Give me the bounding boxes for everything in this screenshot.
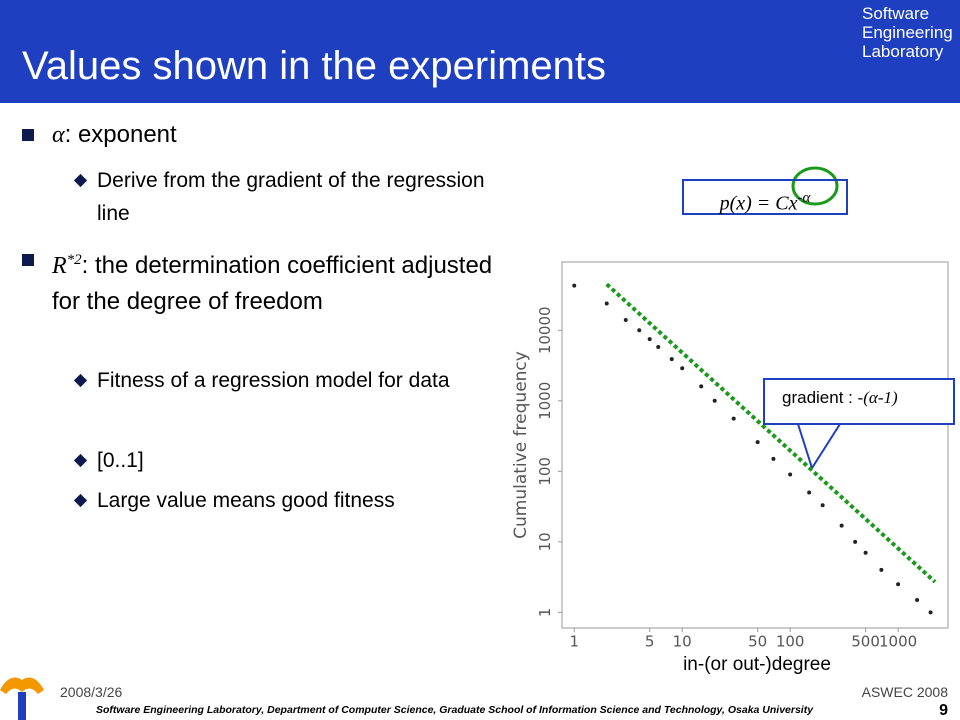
callout-expr: -(α-1) [857, 388, 898, 407]
data-point [680, 366, 685, 371]
x-axis-title: in-(or out-)degree [683, 654, 831, 675]
formula-sup: -α [797, 190, 811, 206]
x-tick-label: 500 [851, 633, 880, 651]
data-point [879, 567, 884, 572]
page-number: 9 [939, 702, 948, 719]
x-tick-label: 100 [776, 633, 805, 651]
logo-line: Software [862, 4, 930, 23]
logo-line: Engineering [862, 23, 953, 42]
header-band [0, 0, 960, 103]
y-tick-label: 10 [536, 532, 554, 551]
logo-text: Software Engineering Laboratory [862, 4, 953, 61]
data-point [788, 472, 793, 477]
data-point [712, 398, 717, 403]
data-point [839, 523, 844, 528]
formula-text: p(x) = Cx [719, 192, 798, 215]
highlight-circle [791, 166, 839, 206]
data-point [669, 357, 674, 362]
x-tick-label: 50 [748, 633, 767, 651]
y-axis-title: Cumulative frequency [511, 351, 531, 539]
data-point [656, 344, 661, 349]
data-point [623, 317, 628, 322]
x-tick-label: 10 [673, 633, 692, 651]
data-point [915, 597, 920, 602]
data-point [572, 283, 577, 288]
y-tick-label: 1 [536, 608, 554, 618]
formula: p(x) = Cx-α [682, 179, 848, 215]
slide-title: Values shown in the experiments [22, 44, 607, 88]
footer-logo [18, 692, 26, 720]
symbol: R [52, 253, 67, 279]
footer-conference: ASWEC 2008 [861, 684, 948, 700]
data-point [863, 550, 868, 555]
y-tick-label: 100 [536, 457, 554, 486]
x-tick-label: 5 [645, 633, 655, 651]
data-point [731, 416, 736, 421]
data-point [807, 490, 812, 495]
data-point [771, 456, 776, 461]
superscript: *2 [66, 252, 82, 268]
data-point [928, 610, 933, 615]
bullet-text: : the determination coefficient adjusted… [52, 252, 493, 315]
bullet: R*2: the determination coefficient adjus… [22, 242, 502, 320]
data-point [820, 503, 825, 508]
symbol: α [52, 122, 65, 148]
data-point [637, 328, 642, 333]
data-point [853, 539, 858, 544]
y-tick-label: 1000 [536, 382, 554, 420]
sub-bullet: Fitness of a regression model for data [97, 364, 497, 397]
callout: gradient : -(α-1) [763, 378, 955, 425]
bullet: α: exponent [22, 117, 502, 153]
x-tick-label: 1 [569, 633, 579, 651]
callout-text: gradient : [782, 388, 858, 407]
data-point [604, 301, 609, 306]
bullet-text: : exponent [64, 121, 177, 148]
data-point [699, 384, 704, 389]
sub-bullet: [0..1] [97, 444, 497, 477]
y-tick-label: 10000 [536, 306, 554, 354]
logo-line: Laboratory [862, 42, 944, 61]
sub-bullet: Derive from the gradient of the regressi… [97, 164, 497, 230]
data-point [755, 440, 760, 445]
footer-affiliation: Software Engineering Laboratory, Departm… [96, 704, 814, 716]
data-point [896, 582, 901, 587]
data-point [647, 337, 652, 342]
sub-bullet: Large value means good fitness [97, 484, 497, 517]
footer-date: 2008/3/26 [60, 684, 123, 700]
regression-line [605, 282, 937, 584]
x-tick-label: 1000 [879, 633, 917, 651]
footer-logo [0, 677, 44, 694]
plot-frame [561, 261, 949, 629]
